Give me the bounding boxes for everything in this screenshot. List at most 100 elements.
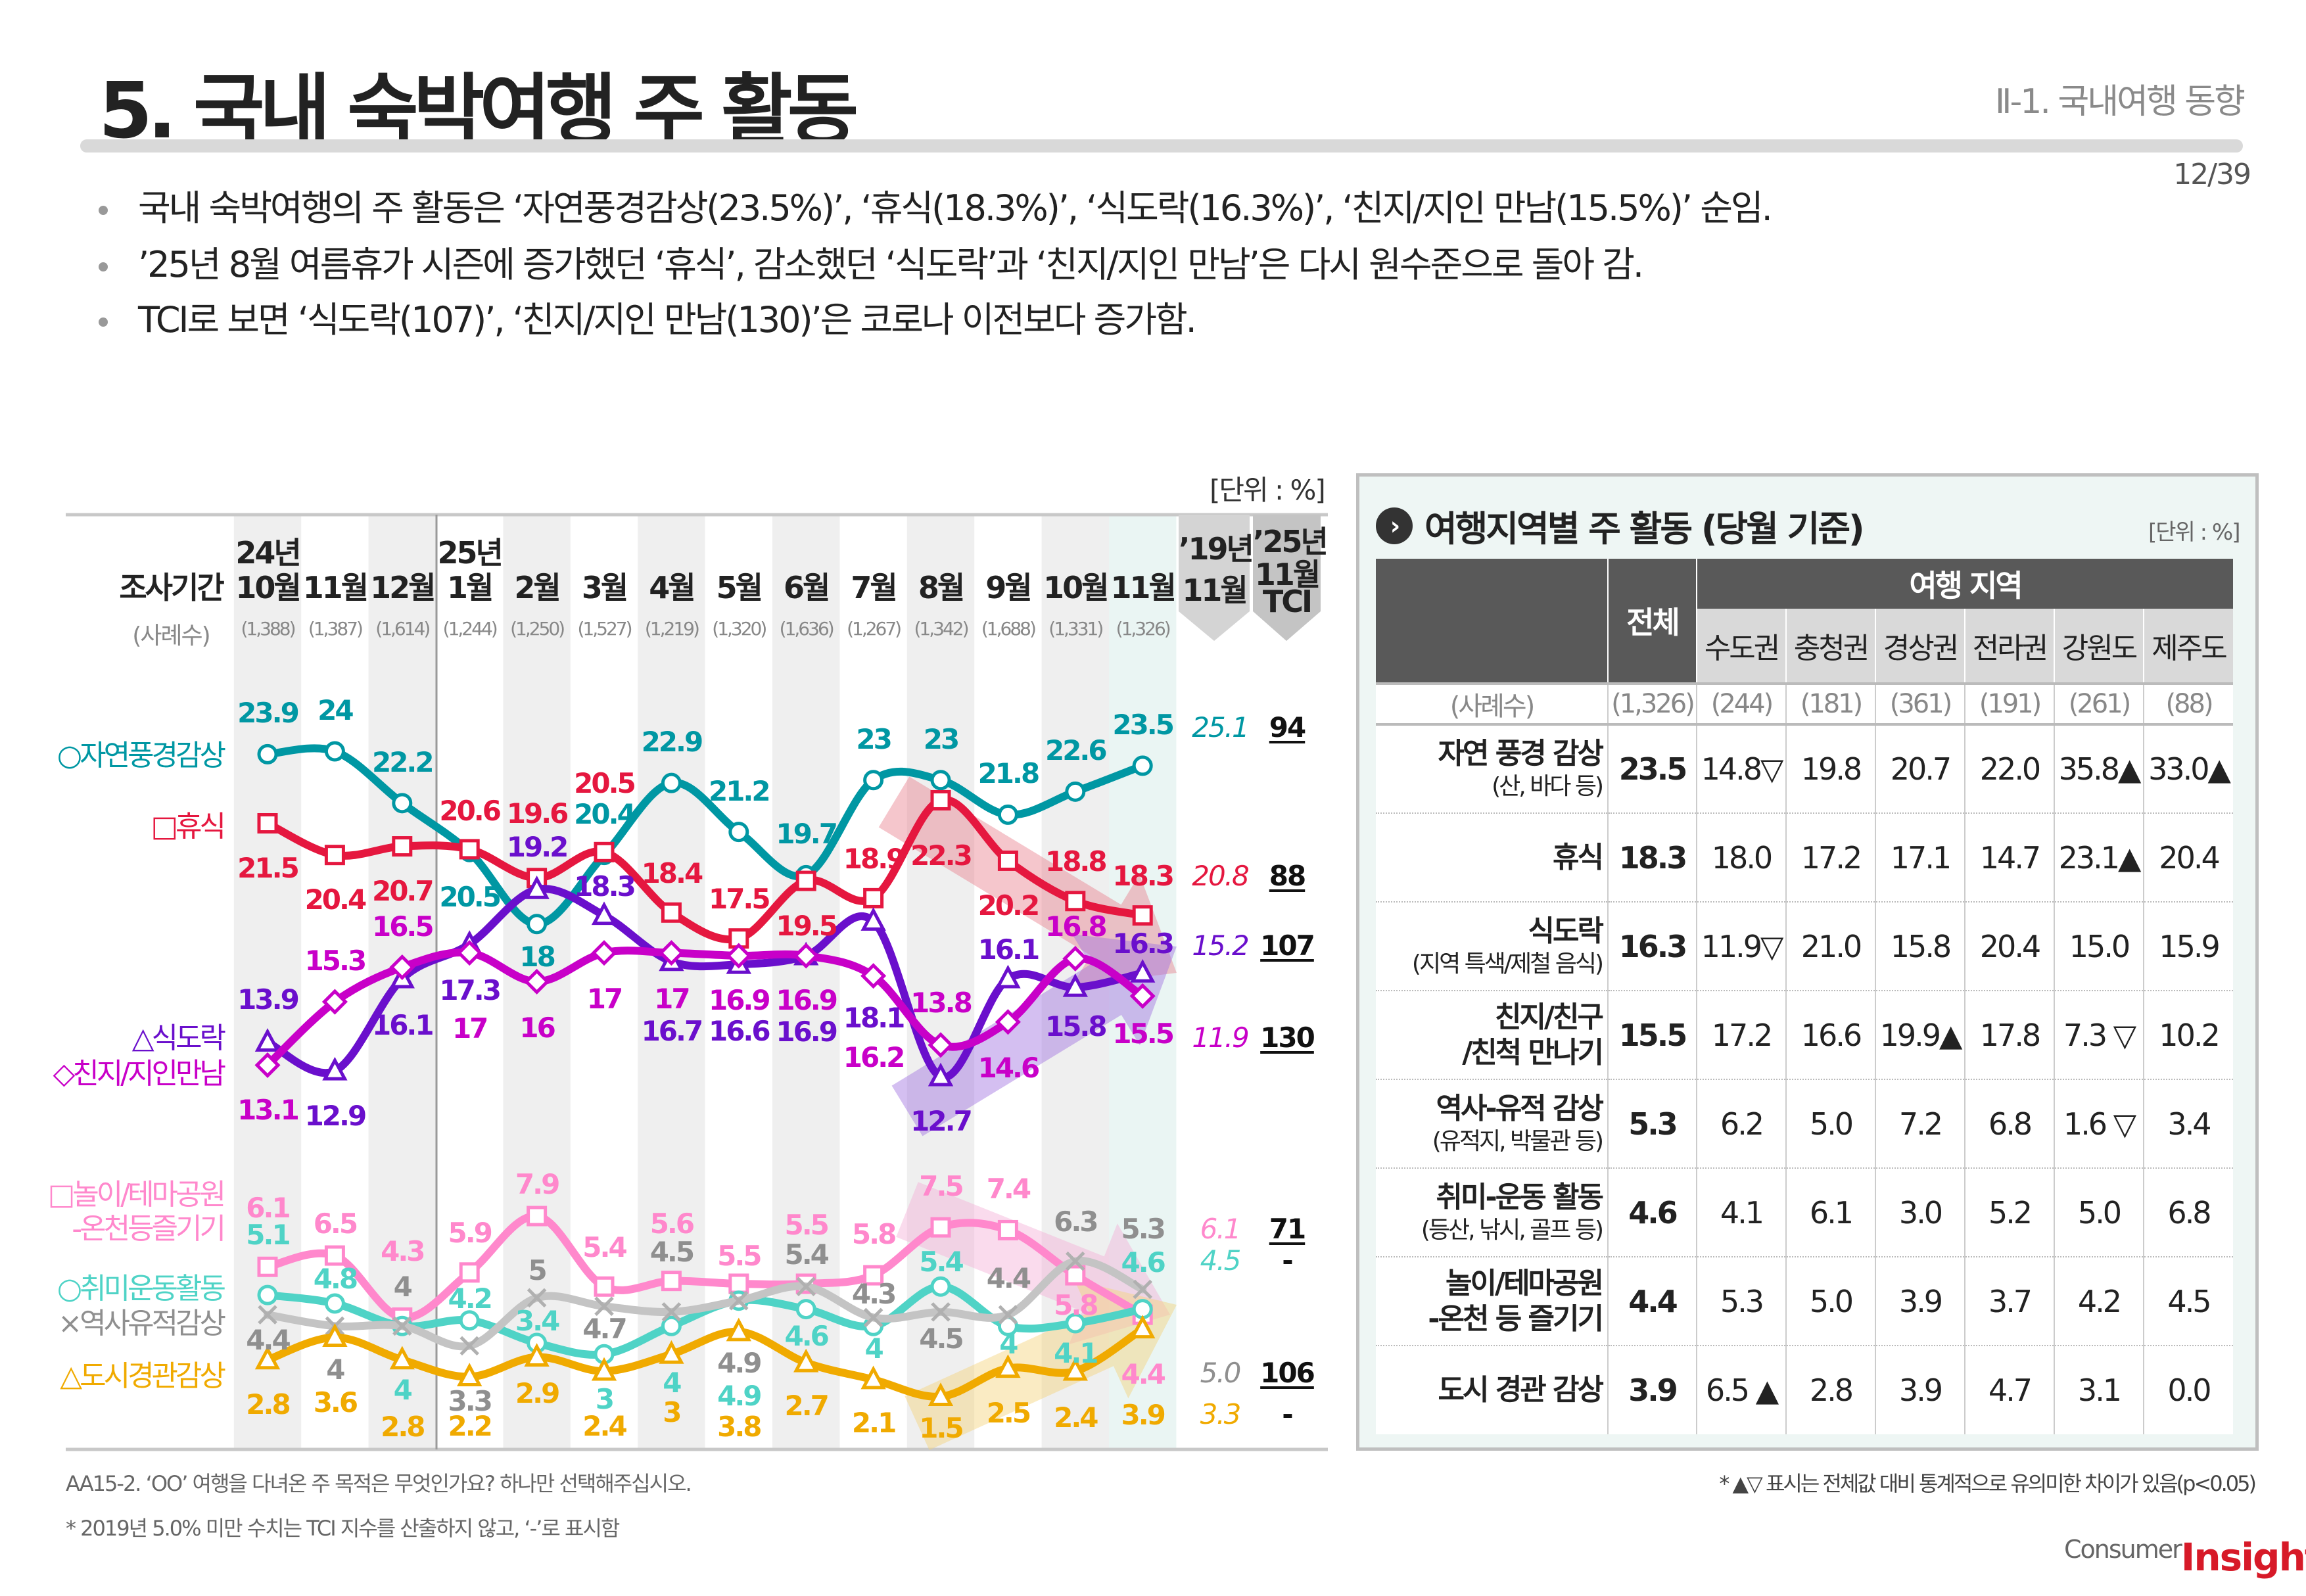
data-point-marker (1130, 1315, 1156, 1339)
region-value: 11.9▽ (1696, 901, 1786, 991)
legend-marker: ○ (57, 739, 82, 772)
legend-item: ◇친지/지인만남 (53, 1057, 226, 1091)
data-point-marker (324, 1245, 345, 1266)
legend-marker: ◇ (53, 1057, 75, 1091)
data-point-marker (1062, 945, 1089, 972)
data-point-marker (728, 822, 749, 843)
data-point-marker (928, 1062, 954, 1087)
column-band (638, 515, 705, 1449)
region-value: 2.8 (1785, 1345, 1875, 1434)
region-value: 15.9 (2142, 901, 2234, 991)
bullet-text: TCI로 보면 ‘식도락(107)’, ‘친지/지인 만남(130)’은 코로나… (138, 299, 1197, 340)
n-value: (361) (1875, 682, 1965, 726)
data-label: 20.5 (574, 766, 636, 799)
total-value: 5.3 (1607, 1079, 1697, 1168)
sample-size: (1,326) (1116, 618, 1171, 640)
sample-size: (1,388) (241, 618, 296, 640)
region-value: 16.6 (1785, 990, 1875, 1079)
sample-size: (1,320) (712, 618, 767, 640)
data-label: 17.3 (439, 974, 502, 1007)
row-label-main: 친지/친구 (1495, 1000, 1604, 1034)
data-label: 6.5 (313, 1207, 358, 1240)
data-label: 4 (393, 1270, 413, 1303)
value-2019: 3.3 (1200, 1398, 1242, 1430)
legend-text: 친지/지인만남 (72, 1057, 226, 1091)
region-value: 4.2 (2054, 1256, 2144, 1346)
region-value: 20.4 (2142, 812, 2234, 902)
data-label: 4.4 (1121, 1358, 1165, 1391)
data-label: 22.2 (371, 745, 435, 778)
region-value: 10.2 (2142, 990, 2234, 1079)
data-label: 16.2 (843, 1041, 906, 1074)
row-label-main: 식도락 (1528, 914, 1604, 948)
sample-size: (1,331) (1048, 618, 1104, 640)
data-label: 4 (663, 1366, 682, 1399)
data-label: 18.3 (1112, 859, 1175, 892)
data-label: 7.5 (919, 1170, 964, 1203)
data-label: 16.6 (708, 1015, 771, 1048)
bullet-icon (99, 206, 108, 216)
row-label-sub: (지역 특색/제철 음식) (1411, 950, 1604, 977)
data-label: 20.6 (439, 795, 502, 828)
data-label: 4 (326, 1353, 345, 1386)
data-label: 23 (856, 722, 892, 755)
data-point-marker (389, 1346, 415, 1370)
data-label: 18.1 (843, 1001, 906, 1034)
row-label-main: -온천 등 즐기기 (1428, 1302, 1604, 1336)
data-point-marker (321, 989, 348, 1015)
data-point-marker (661, 1271, 682, 1292)
data-label: 20.4 (304, 883, 367, 916)
data-label: 4.7 (582, 1313, 627, 1346)
data-point-marker (254, 1028, 281, 1052)
tci-value: - (1282, 1398, 1293, 1430)
data-label: 5.4 (582, 1231, 627, 1263)
data-point-marker (257, 1284, 278, 1305)
bullet-item: TCI로 보면 ‘식도락(107)’, ‘친지/지인 만남(130)’은 코로나… (99, 291, 1197, 342)
legend-item: ○자연풍경감상 (57, 739, 226, 773)
legend-item: □휴식 (151, 810, 226, 844)
data-label: 2.8 (381, 1411, 425, 1443)
region-value: 15.0 (2054, 901, 2144, 991)
region-value: 17.2 (1696, 990, 1786, 1079)
data-label: 19.6 (506, 797, 569, 830)
region-value: 6.2 (1696, 1079, 1786, 1168)
data-point-marker (459, 1310, 480, 1331)
data-point-marker (1129, 983, 1156, 1009)
data-label: 2.5 (986, 1397, 1031, 1430)
sample-size: (1,267) (847, 618, 902, 640)
data-label: 18 (519, 941, 555, 974)
month-label: 5월 (716, 570, 763, 605)
data-label: 4.3 (851, 1278, 897, 1311)
data-point-marker (661, 1315, 682, 1336)
data-point-marker (930, 789, 951, 810)
value-2019: 5.0 (1200, 1357, 1242, 1389)
value-2019: 4.5 (1200, 1244, 1242, 1277)
data-label: 16.3 (1112, 927, 1175, 960)
data-label: 16.7 (641, 1015, 704, 1048)
col-2019-year: ’19년 (1179, 531, 1254, 567)
tci-value: 71 (1269, 1213, 1306, 1245)
region-value: 3.0 (1875, 1167, 1965, 1257)
legend-label: -온천등즐기기 (72, 1212, 226, 1246)
row-label: 취미-운동 활동 (등산, 낚시, 골프 등) (1376, 1167, 1608, 1257)
data-point-marker (591, 940, 617, 966)
total-value: 16.3 (1607, 901, 1697, 991)
region-value: 6.1 (1785, 1167, 1875, 1257)
region-value: 7.3 ▽ (2054, 990, 2144, 1079)
col-tci-header: TCI (1262, 584, 1313, 619)
value-2019: 6.1 (1200, 1213, 1242, 1245)
panel-unit: [단위 : %] (2148, 519, 2240, 546)
data-label: 5.9 (448, 1217, 492, 1250)
data-label: 16.5 (371, 910, 435, 943)
data-label: 4.4 (246, 1324, 291, 1357)
data-point-marker (863, 1307, 883, 1328)
data-label: 2.2 (448, 1409, 492, 1442)
data-label: 20.4 (574, 797, 636, 830)
month-label: 4월 (649, 570, 695, 605)
table-row: 도시 경관 감상 3.9 6.5 ▲ 2.8 3.9 4.7 3.1 0.0 (1376, 1345, 2234, 1434)
data-point-marker (456, 940, 482, 966)
year-label: 25년 (437, 535, 504, 571)
data-label: 16.9 (776, 984, 838, 1017)
sample-size-row: (사례수) (1,326) (244) (181) (361) (191) (261) (88… (1376, 682, 2234, 726)
data-point-marker (930, 1276, 951, 1297)
